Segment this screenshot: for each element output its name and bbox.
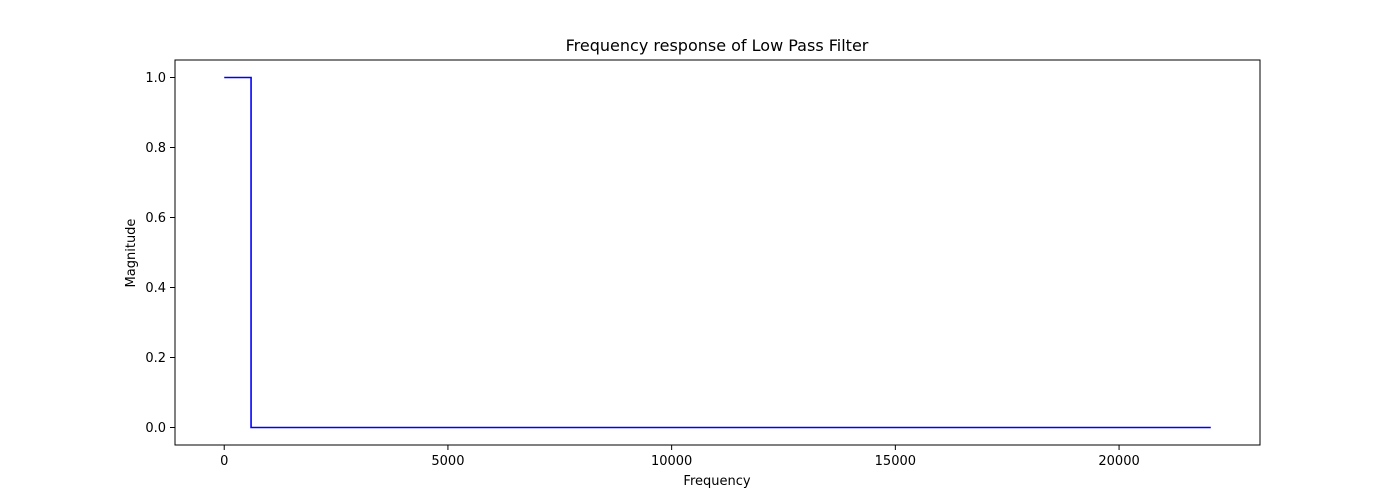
y-tick-label: 0.8 [145,141,166,156]
x-tick-label: 15000 [875,454,916,469]
x-tick-label: 0 [220,454,228,469]
y-tick-label: 0.2 [145,351,166,366]
series-group [224,76,1211,429]
y-axis-label: Magnitude [124,219,139,288]
y-tick-label: 0.4 [145,281,166,296]
y-tick-label: 1.0 [145,71,166,86]
series-line-0 [224,76,1211,429]
x-tick-label: 5000 [431,454,464,469]
chart-title: Frequency response of Low Pass Filter [566,36,869,55]
y-axis-ticks: 0.0 0.2 0.4 0.6 0.8 1.0 [145,71,175,436]
plot-frame [174,59,1261,446]
x-tick-label: 10000 [651,454,692,469]
x-axis-label: Frequency [683,474,750,489]
y-tick-label: 0.0 [145,421,166,436]
x-tick-label: 20000 [1098,454,1139,469]
y-tick-label: 0.6 [145,211,166,226]
x-axis-ticks: 0 5000 10000 15000 20000 [220,445,1140,469]
